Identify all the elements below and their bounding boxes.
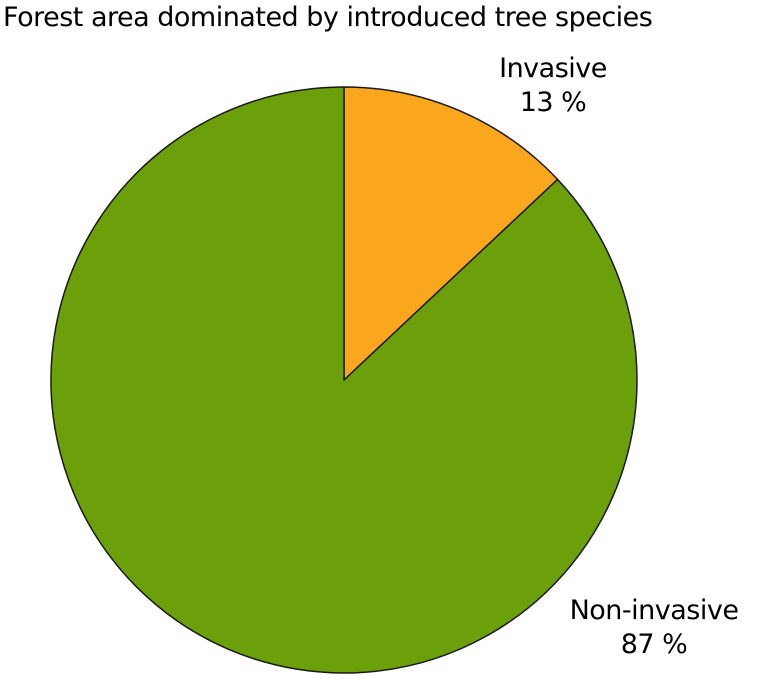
pie-slice-non-invasive [50,86,638,674]
chart-title: Forest area dominated by introduced tree… [3,2,653,33]
slice-label-invasive: Invasive 13 % [440,52,666,120]
slice-label-non-invasive-name: Non-invasive [569,595,739,626]
slice-label-invasive-name: Invasive [499,53,607,84]
slice-label-non-invasive-percent: 87 % [620,629,688,660]
slice-label-non-invasive: Non-invasive 87 % [540,594,768,662]
slice-label-invasive-percent: 13 % [519,87,587,118]
pie-slice-invasive [343,86,559,381]
